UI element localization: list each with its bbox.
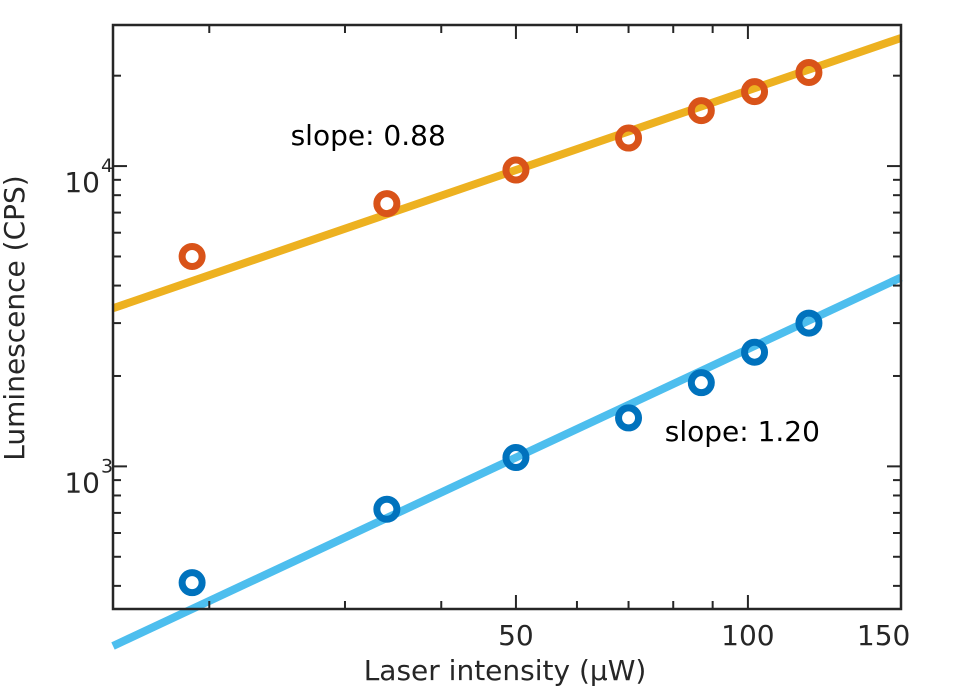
data-point-s0-4 <box>687 97 715 125</box>
slope-annotation: slope: 1.20 <box>665 415 820 448</box>
data-markers <box>178 58 823 597</box>
data-point-s0-2 <box>502 156 530 184</box>
x-tick-label: 50 <box>498 619 534 652</box>
plot-frame <box>111 23 903 611</box>
data-point-s1-4 <box>687 369 715 397</box>
slope-annotation: slope: 0.88 <box>291 119 446 152</box>
x-tick-label: 150 <box>857 619 910 652</box>
data-point-s0-1 <box>373 190 401 218</box>
annotations: slope: 0.88 slope: 1.20 <box>291 119 820 448</box>
axis-ticks <box>113 25 901 609</box>
data-point-s1-2 <box>502 444 530 472</box>
y-tick-label: 10 <box>64 166 100 199</box>
data-point-s1-3 <box>615 404 643 432</box>
y-tick-label-exponent: 3 <box>101 455 113 477</box>
data-point-s0-6 <box>795 58 823 86</box>
fit-lines <box>111 34 903 650</box>
x-tick-label: 100 <box>721 619 774 652</box>
y-tick-label: 10 <box>64 466 100 499</box>
data-point-s0-0 <box>178 242 206 270</box>
data-point-s1-1 <box>373 495 401 523</box>
y-axis-title: Luminescence (CPS) <box>0 175 31 460</box>
data-point-s1-6 <box>795 309 823 337</box>
data-point-s0-5 <box>741 78 769 106</box>
x-axis-title: Laser intensity (µW) <box>364 654 647 687</box>
data-point-s0-3 <box>615 124 643 152</box>
data-point-s1-0 <box>178 569 206 597</box>
data-point-s1-5 <box>741 338 769 366</box>
y-tick-label-exponent: 4 <box>101 155 113 177</box>
